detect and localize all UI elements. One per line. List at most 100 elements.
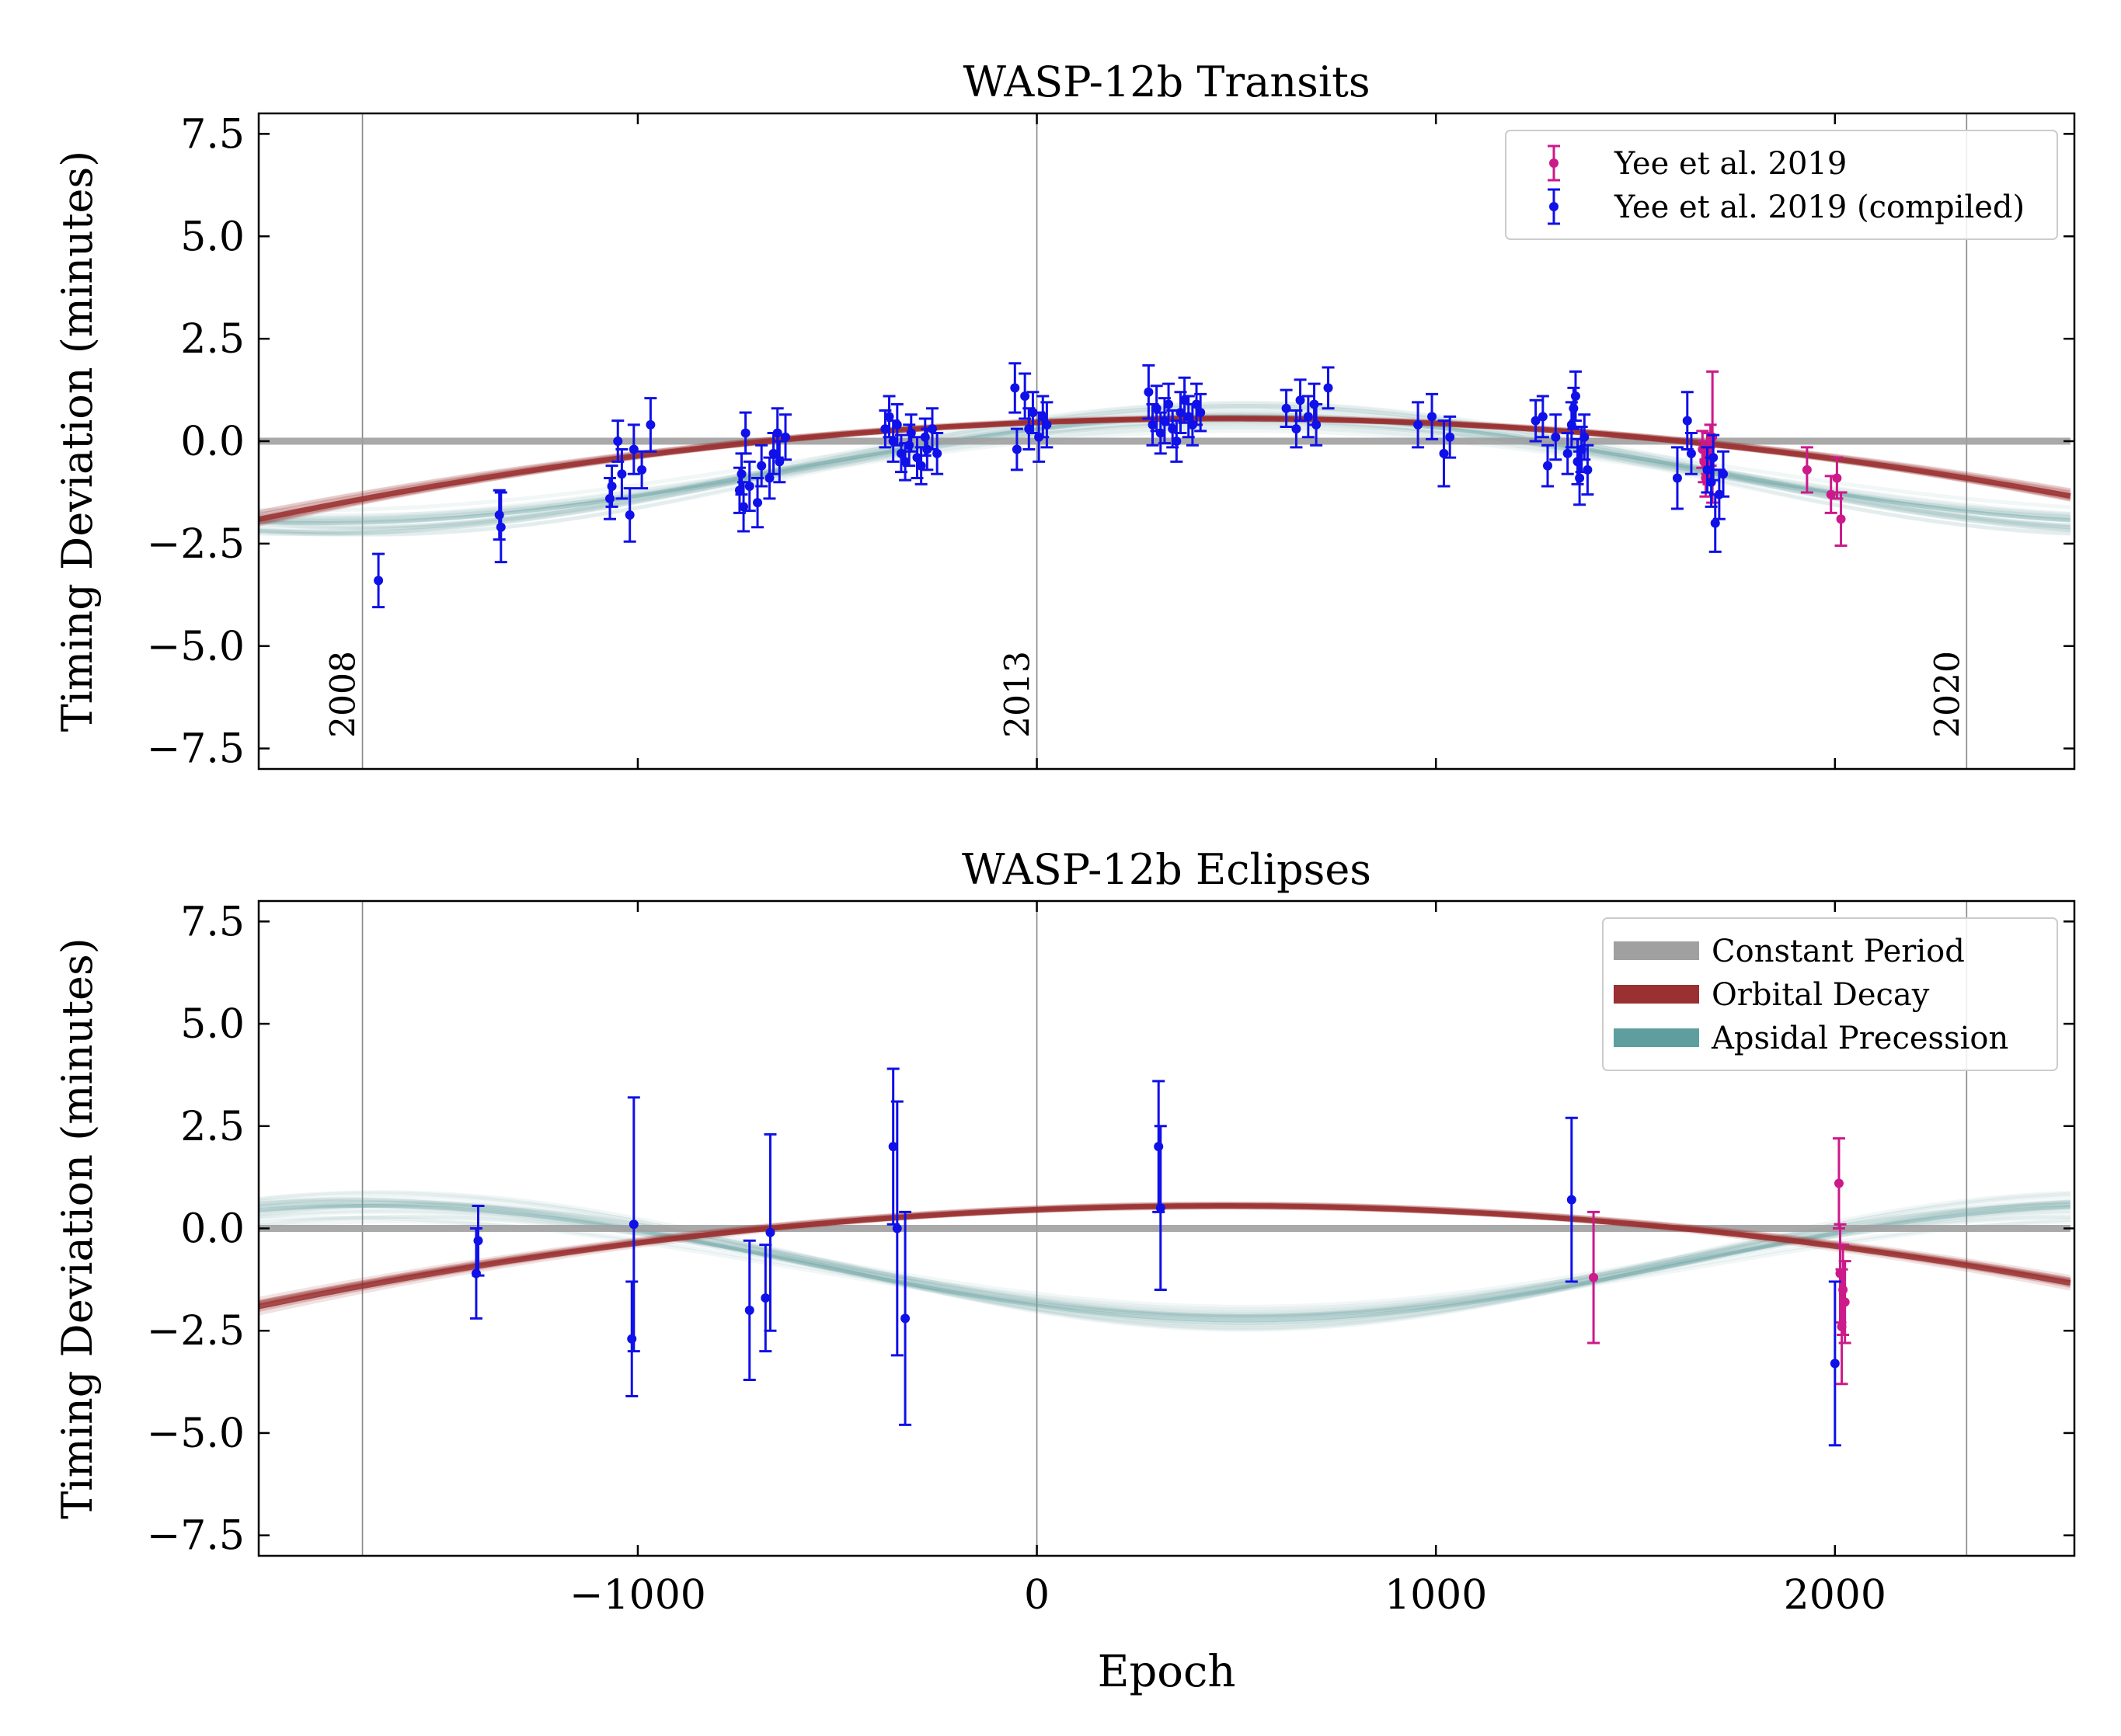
marker [1826,489,1836,499]
x-tick-label: 0 [1024,1572,1050,1619]
y-tick-label: −5.0 [147,1411,245,1457]
marker [916,461,926,471]
marker [1836,514,1846,524]
marker [1295,395,1305,405]
data-point [926,407,939,451]
marker [888,437,898,446]
marker [780,432,790,442]
marker [617,469,627,479]
y-tick-label: −7.5 [147,1513,245,1560]
marker [892,1223,902,1233]
marker [1575,473,1585,483]
data-point [1701,446,1714,494]
data-point [743,1239,756,1381]
marker [471,1268,481,1279]
data-point [494,491,507,564]
marker [744,482,754,492]
data-point [886,419,900,463]
data-point [1444,415,1457,459]
marker [904,440,914,451]
data-point [627,423,640,475]
marker [473,1236,483,1246]
data-point [493,489,506,541]
marker [604,493,615,503]
legend: Constant Period Orbital Decay Apsidal Prec… [1602,917,2058,1071]
marker [740,428,751,438]
y-axis-label: Timing Deviation (minutes) [53,151,102,732]
marker [1445,432,1455,442]
data-point [623,487,636,543]
marker [888,1142,898,1152]
data-point [1322,366,1335,410]
marker [1551,432,1561,442]
precession-sample-curve [259,1197,2071,1324]
y-tick-label: 5.0 [180,214,245,260]
marker [1543,461,1553,471]
precession-curve [259,1204,2070,1323]
y-tick-label: 0.0 [180,1206,245,1253]
legend-swatch [1614,1028,1699,1047]
data-point [1536,395,1549,439]
marker [607,482,617,492]
data-point [1008,362,1022,414]
data-point [1154,1125,1167,1292]
data-point [1670,446,1684,510]
legend-swatch [1614,985,1699,1004]
marker [1168,424,1178,434]
marker [1686,448,1696,458]
data-point [1294,378,1307,423]
data-point [472,1205,485,1277]
marker [1538,412,1548,422]
data-point [739,411,752,455]
data-point [1310,403,1323,447]
year-label: 2020 [1928,651,1967,738]
marker [1706,477,1716,487]
marker [494,510,504,520]
data-point [627,1096,640,1353]
precession-sample-curve [259,1209,2070,1320]
legend-marker [1549,158,1559,168]
data-point [1010,427,1023,471]
legend-entry: Yee et al. 2019 (compiled) [1548,188,2025,225]
marker [884,412,894,422]
marker [1702,464,1712,475]
data-point [1290,409,1303,449]
x-tick-label: 1000 [1384,1572,1487,1619]
data-point [763,456,776,500]
precession-sample-curve [259,1209,2070,1320]
data-point [1707,433,1720,482]
data-point [1280,388,1293,429]
marker [1682,416,1692,426]
data-point [1832,1137,1845,1230]
marker [1439,448,1449,458]
marker [1832,473,1842,483]
y-tick-label: 0.0 [180,419,245,465]
data-point [931,431,944,475]
data-point [1190,382,1203,426]
legend-marker [1549,202,1559,211]
data-point [743,460,756,513]
marker [880,424,890,434]
legend-entry: Yee et al. 2019 [1548,144,1847,182]
data-point [1437,419,1451,488]
marker [1303,412,1313,422]
marker [1566,1195,1576,1205]
legend: Yee et al. 2019 Yee et al. 2019 (compiled… [1505,130,2058,240]
panel-title: WASP-12b Transits [963,57,1370,106]
legend-box [1602,917,2058,1071]
x-tick-label: 2000 [1784,1572,1886,1619]
data-point [1426,392,1439,440]
marker [1024,424,1034,434]
marker [1012,444,1022,454]
marker [772,428,782,438]
marker [1323,383,1333,393]
data-point [1834,491,1848,548]
marker [932,448,942,458]
x-tick-label: −1000 [569,1572,706,1619]
legend-entry: Orbital Decay [1614,977,1930,1013]
marker [1172,437,1182,446]
marker [1179,395,1189,405]
marker [920,432,930,442]
precession-sample-curve [259,1198,2071,1328]
marker [1155,1203,1165,1213]
